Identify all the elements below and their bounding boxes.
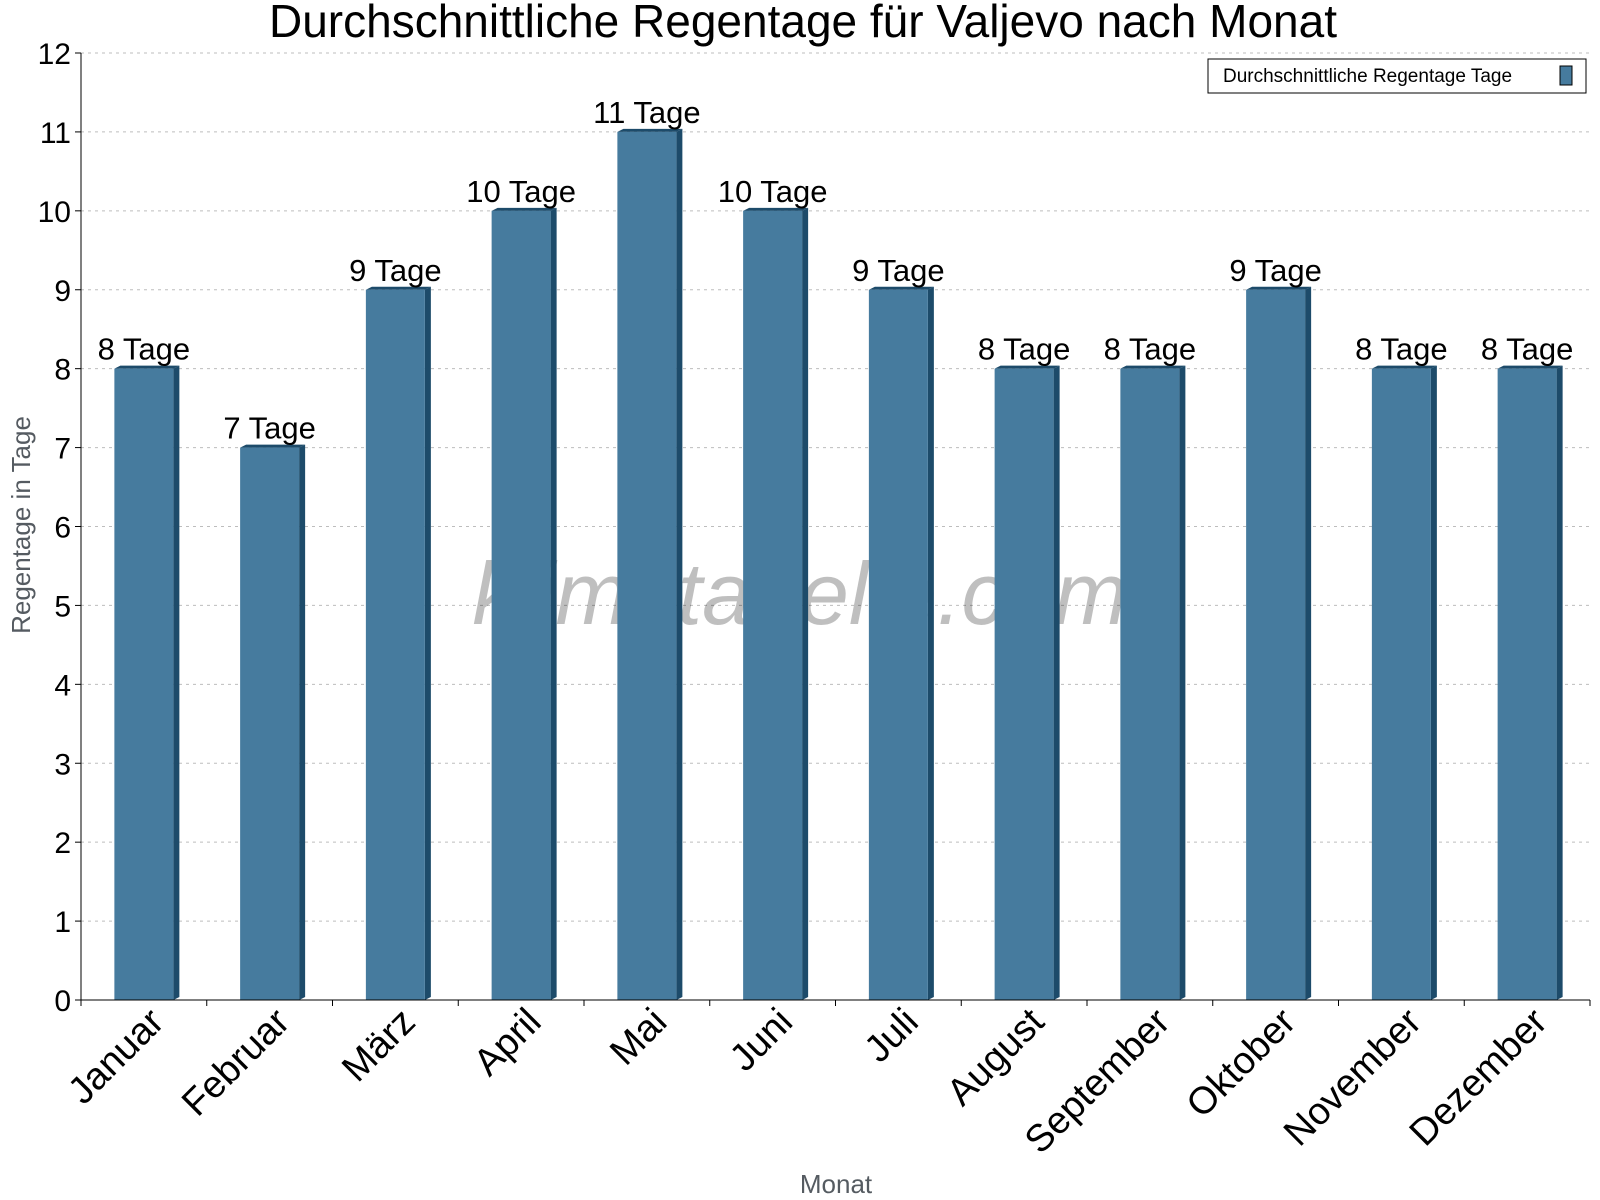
bar-front: [1246, 289, 1306, 1000]
x-tick-label: April: [466, 1001, 549, 1084]
bar-side: [1556, 365, 1563, 1001]
x-tick-label: Oktober: [1179, 1000, 1305, 1126]
bar: [1120, 365, 1186, 1001]
data-label: 11 Tage: [593, 95, 700, 130]
y-tick-label: 4: [54, 669, 71, 702]
y-tick-label: 9: [54, 275, 71, 308]
bars: [114, 128, 1563, 1001]
legend: Durchschnittliche Regentage Tage: [1207, 58, 1587, 94]
bar-front: [868, 289, 928, 1000]
data-labels: 8 Tage 7 Tage 9 Tage 10 Tage 11 Tage 10 Tage 9…: [98, 95, 1574, 446]
data-label: 9 Tage: [1229, 253, 1322, 288]
bar-side: [1053, 365, 1060, 1001]
bar-top: [491, 207, 557, 211]
bar-side: [424, 286, 431, 1000]
y-tick-label: 1: [54, 906, 71, 939]
bar-side: [173, 365, 180, 1001]
x-tick-label: Dezember: [1402, 1000, 1556, 1154]
bar-side: [1305, 286, 1312, 1000]
bar-top: [114, 365, 180, 369]
data-label: 8 Tage: [1481, 332, 1574, 367]
y-tick-label: 8: [54, 354, 71, 387]
bar: [743, 207, 809, 1001]
bar-top: [994, 365, 1060, 369]
y-tick-label: 6: [54, 512, 71, 545]
bar-top: [617, 128, 683, 132]
bar: [365, 286, 431, 1000]
x-tick-label: Juni: [722, 1001, 801, 1080]
x-tick-label: März: [334, 1001, 423, 1090]
bar-top: [365, 286, 431, 290]
data-label: 8 Tage: [1104, 332, 1197, 367]
data-label: 10 Tage: [466, 174, 576, 209]
grid-lines: [81, 52, 1590, 922]
bar-side: [1430, 365, 1437, 1001]
data-label: 8 Tage: [1355, 332, 1448, 367]
x-tick-label: Januar: [60, 1000, 172, 1112]
bar-side: [927, 286, 934, 1000]
y-axis-title: Regentage in Tage: [6, 416, 36, 634]
y-tick-label: 7: [54, 433, 71, 466]
y-tick-label: 12: [38, 38, 71, 71]
bar: [994, 365, 1060, 1001]
bar-front: [743, 210, 803, 1001]
x-tick-label: Mai: [602, 1001, 675, 1074]
data-label: 9 Tage: [852, 253, 945, 288]
bar-front: [114, 368, 174, 1001]
bar: [1246, 286, 1312, 1000]
bar: [1371, 365, 1437, 1001]
bar-side: [1179, 365, 1186, 1001]
legend-swatch: [1559, 65, 1573, 86]
bar-front: [365, 289, 425, 1000]
bar-front: [617, 131, 677, 1000]
bar-front: [1497, 368, 1557, 1001]
bar-top: [1246, 286, 1312, 290]
bar: [240, 444, 306, 1000]
bar-top: [240, 444, 306, 448]
bar-front: [994, 368, 1054, 1001]
bar-top: [1120, 365, 1186, 369]
bar-top: [1497, 365, 1563, 369]
chart-title: Durchschnittliche Regentage für Valjevo …: [269, 0, 1337, 47]
y-tick-label: 5: [54, 590, 71, 623]
bar-front: [491, 210, 551, 1001]
data-label: 9 Tage: [349, 253, 442, 288]
data-label: 8 Tage: [978, 332, 1071, 367]
data-label: 8 Tage: [98, 332, 191, 367]
x-axis-title: Monat: [800, 1169, 873, 1199]
y-tick-label: 2: [54, 827, 71, 860]
x-tick-label: Februar: [174, 1000, 298, 1124]
data-label: 10 Tage: [718, 174, 828, 209]
legend-label: Durchschnittliche Regentage Tage: [1223, 66, 1512, 87]
y-tick-label: 3: [54, 748, 71, 781]
data-label: 7 Tage: [223, 411, 316, 446]
bar: [114, 365, 180, 1001]
bar-front: [240, 447, 300, 1000]
bar: [617, 128, 683, 1000]
bar: [491, 207, 557, 1001]
bar-side: [299, 444, 306, 1000]
y-tick-label: 11: [40, 117, 71, 150]
bar-front: [1371, 368, 1431, 1001]
bar: [1497, 365, 1563, 1001]
bar-front: [1120, 368, 1180, 1001]
x-tick-label: November: [1276, 1000, 1430, 1154]
bar-top: [1371, 365, 1437, 369]
bar-side: [550, 207, 557, 1001]
bar-top: [743, 207, 809, 211]
bar-side: [802, 207, 809, 1001]
y-tick-label: 10: [38, 196, 71, 229]
bar-side: [676, 128, 683, 1000]
x-tick-label: August: [939, 1000, 1053, 1114]
bar: [868, 286, 934, 1000]
bar-top: [868, 286, 934, 290]
x-tick-label: Juli: [857, 1001, 927, 1071]
legend-box: [1207, 58, 1587, 94]
y-tick-label: 0: [54, 985, 71, 1018]
